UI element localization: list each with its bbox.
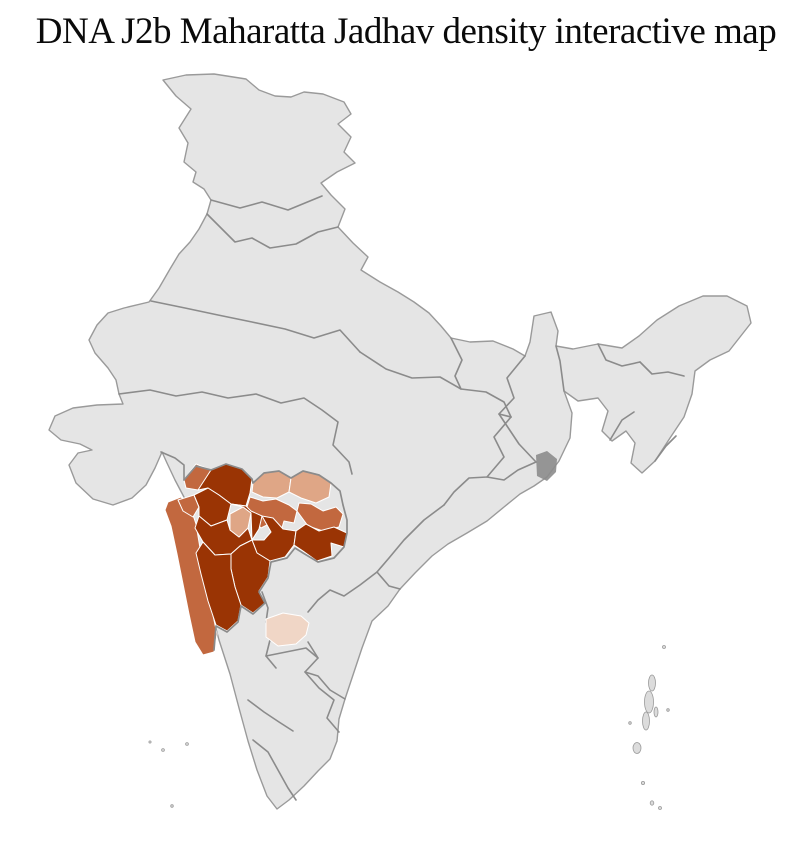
lakshadweep-islands <box>148 740 189 808</box>
district-density-medium[interactable] <box>296 502 344 532</box>
district-density-medium[interactable] <box>164 496 218 656</box>
cluster-state-border <box>183 463 348 651</box>
page-title: DNA J2b Maharatta Jadhav density interac… <box>35 11 777 52</box>
district-density-low[interactable] <box>229 506 252 538</box>
river-delta-region <box>536 451 557 481</box>
andaman-nicobar-islands <box>628 645 670 810</box>
state-boundaries <box>118 195 685 801</box>
district-density-medium[interactable] <box>177 494 200 518</box>
district-density-very-low[interactable] <box>265 612 310 647</box>
district-density-high[interactable] <box>293 523 348 562</box>
density-cluster-maharashtra <box>164 463 348 656</box>
